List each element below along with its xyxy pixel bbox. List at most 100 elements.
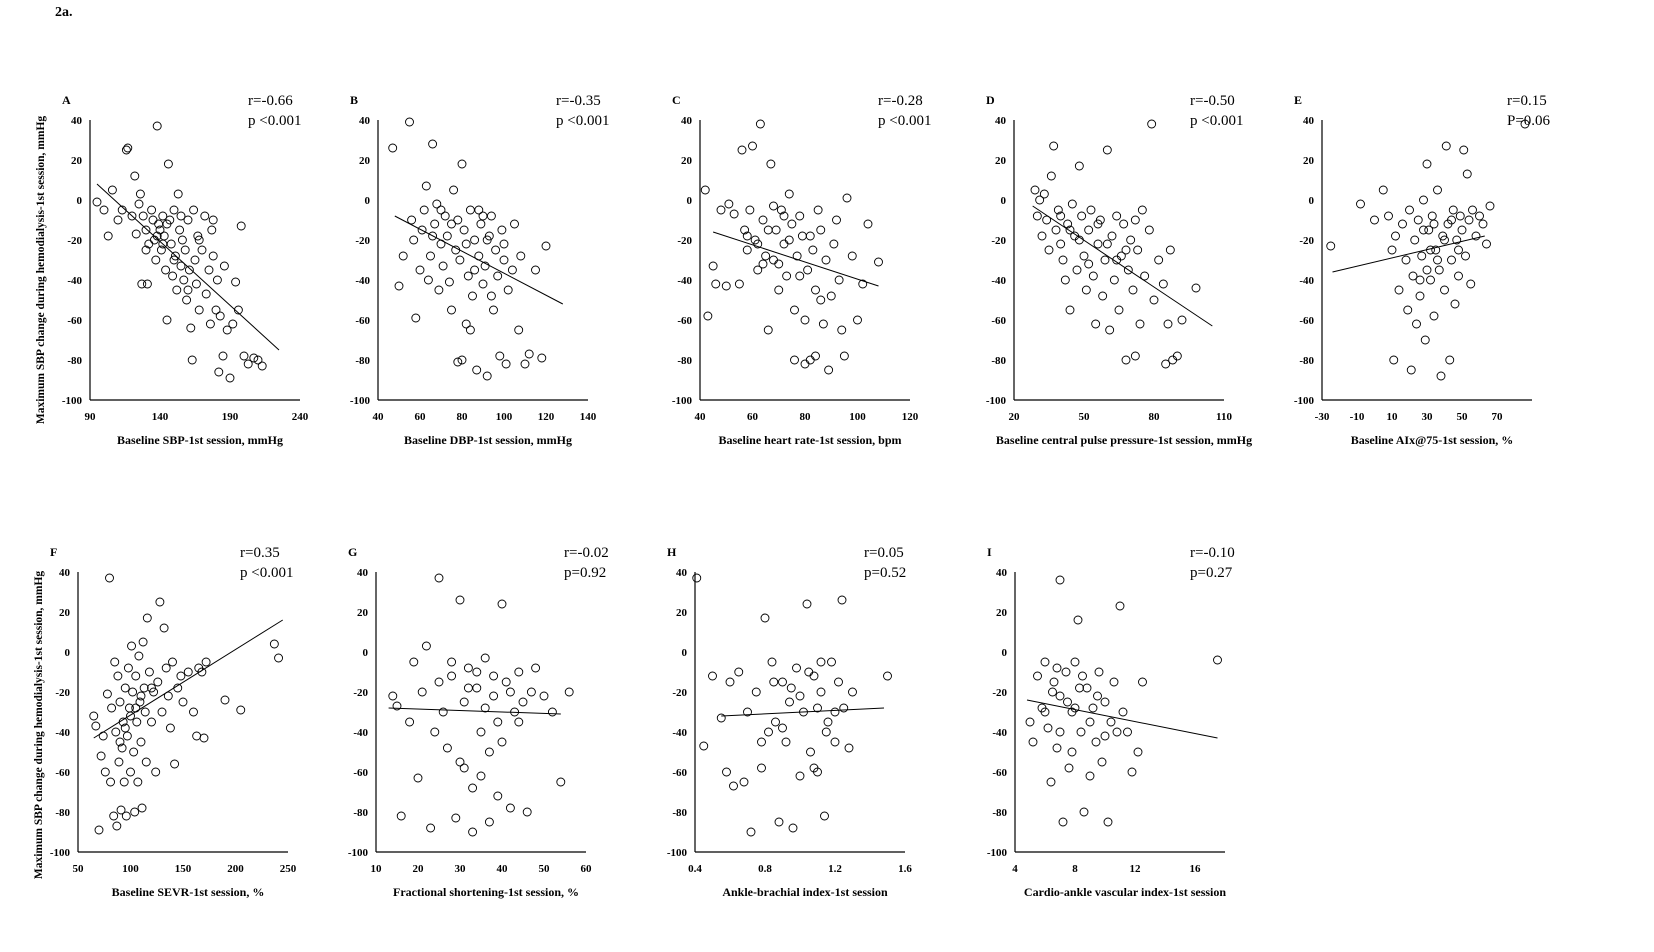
data-point	[1406, 365, 1416, 375]
y-tick-label: 0	[682, 647, 688, 659]
data-point	[253, 355, 263, 365]
data-point	[468, 783, 478, 793]
x-tick-label: 50	[1457, 411, 1469, 423]
data-point	[740, 225, 750, 235]
data-point	[482, 235, 492, 245]
data-point	[1086, 205, 1096, 215]
data-point	[491, 245, 501, 255]
data-point	[1161, 359, 1171, 369]
data-point	[784, 235, 794, 245]
y-tick-label: 20	[996, 607, 1008, 619]
r-value: r=-0.66	[248, 93, 293, 109]
y-tick-label: 40	[71, 115, 83, 127]
data-point	[1431, 245, 1441, 255]
data-point	[839, 351, 849, 361]
data-point	[1063, 219, 1073, 229]
x-tick-label: 10	[1387, 411, 1399, 423]
data-point	[1417, 251, 1427, 261]
data-point	[183, 667, 193, 677]
y-tick-label: -80	[353, 807, 368, 819]
data-point	[1119, 219, 1129, 229]
data-point	[703, 311, 713, 321]
data-point	[1471, 231, 1481, 241]
data-point	[134, 651, 144, 661]
y-tick-label: 20	[71, 155, 83, 167]
data-point	[1048, 687, 1057, 697]
data-point	[200, 211, 210, 221]
x-axis-label: Baseline DBP-1st session, mmHg	[404, 433, 572, 447]
data-point	[1433, 255, 1442, 265]
data-point	[1081, 285, 1091, 295]
data-point	[1482, 239, 1491, 249]
y-tick-label: -40	[677, 275, 692, 287]
data-point	[1100, 697, 1110, 707]
data-point	[769, 677, 779, 687]
data-point	[1466, 279, 1476, 289]
data-point	[407, 215, 417, 225]
data-point	[776, 205, 786, 215]
data-point	[138, 211, 148, 221]
x-tick-label: 40	[373, 411, 385, 423]
data-point	[1370, 215, 1379, 225]
data-point	[159, 623, 169, 633]
data-point	[463, 683, 473, 693]
data-point	[507, 265, 517, 275]
trend-line	[1026, 699, 1218, 739]
y-tick-label: 40	[681, 115, 693, 127]
data-point	[105, 573, 114, 583]
data-point	[472, 683, 482, 693]
data-point	[858, 279, 868, 289]
data-point	[1445, 355, 1455, 365]
data-point	[501, 359, 511, 369]
data-point	[1058, 817, 1068, 827]
data-point	[564, 687, 574, 697]
data-point	[131, 229, 141, 239]
data-point	[147, 205, 157, 215]
data-point	[699, 741, 709, 751]
data-point	[184, 265, 194, 275]
data-point	[465, 205, 475, 215]
data-point	[692, 573, 702, 583]
trend-line	[96, 183, 280, 351]
data-point	[457, 159, 467, 169]
x-axis-label: Ankle-brachial index-1st session	[722, 885, 888, 899]
data-point	[1144, 225, 1154, 235]
data-point	[1091, 737, 1101, 747]
data-point	[834, 677, 843, 687]
data-point	[1044, 245, 1054, 255]
data-point	[1440, 285, 1449, 295]
data-point	[1105, 325, 1115, 335]
data-point	[419, 205, 429, 215]
data-point	[1115, 601, 1125, 611]
data-point	[1408, 271, 1418, 281]
data-point	[231, 277, 241, 287]
data-point	[1070, 657, 1080, 667]
data-point	[191, 279, 201, 289]
data-point	[1091, 319, 1101, 329]
data-point	[388, 691, 398, 701]
y-tick-label: 0	[1002, 647, 1008, 659]
data-point	[172, 285, 182, 295]
figure-label: 2a.	[55, 5, 73, 20]
data-point	[1106, 717, 1116, 727]
data-point	[1079, 807, 1089, 817]
data-point	[126, 767, 135, 777]
data-point	[1114, 305, 1124, 315]
data-point	[170, 251, 180, 261]
data-point	[1040, 657, 1050, 667]
r-value: r=-0.10	[1190, 545, 1235, 561]
data-point	[1389, 355, 1399, 365]
data-point	[122, 731, 132, 741]
x-tick-label: 200	[227, 863, 244, 875]
data-point	[745, 205, 755, 215]
data-point	[763, 225, 773, 235]
data-point	[128, 687, 138, 697]
data-point	[821, 255, 831, 265]
data-point	[162, 219, 172, 229]
r-value: r=-0.50	[1190, 93, 1235, 109]
data-point	[480, 703, 490, 713]
panel-letter: H	[667, 545, 677, 559]
data-point	[96, 751, 106, 761]
panel-letter: I	[987, 545, 992, 559]
data-point	[724, 199, 734, 209]
